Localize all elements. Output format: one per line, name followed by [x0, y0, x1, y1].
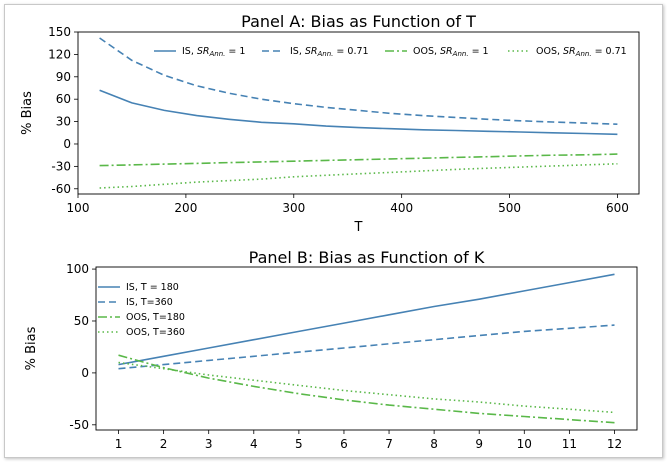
legend-entry: OOS, T=180	[126, 312, 185, 323]
y-tick-label: 30	[56, 115, 71, 129]
x-tick-label: 10	[517, 437, 532, 451]
series-line-1	[99, 89, 618, 136]
y-tick-label: 150	[48, 25, 71, 39]
series-line-3	[118, 354, 615, 424]
series-line-2	[118, 324, 615, 370]
legend-text-part: Ann.	[209, 50, 226, 58]
legend-entry: IS, SRAnn. = 0.71	[290, 46, 369, 58]
legend-text-part: = 0.71	[592, 46, 627, 57]
legend-entry: IS, SRAnn. = 1	[182, 46, 245, 58]
y-tick-label: -60	[51, 182, 71, 196]
legend-entry: IS, T = 180	[126, 282, 179, 293]
x-tick-label: 1	[115, 437, 123, 451]
x-tick-label: 6	[340, 437, 348, 451]
legend-text-part: IS,	[290, 46, 305, 57]
series-line-4	[99, 163, 618, 189]
x-tick-label: 600	[606, 201, 629, 215]
legend-text-part: SR	[563, 46, 576, 57]
panel-a: Panel A: Bias as Function of T -60 -30 0 30 6…	[20, 12, 640, 235]
x-tick-label: 2	[160, 437, 168, 451]
panel-title: Panel B: Bias as Function of K	[249, 248, 485, 267]
figure-canvas: Panel A: Bias as Function of T-60-300306…	[20, 12, 640, 451]
legend-text-part: SR	[305, 46, 318, 57]
x-tick-label: 500	[498, 201, 521, 215]
legend-entry: IS, T=360	[126, 297, 173, 308]
x-tick-label: 100	[67, 201, 90, 215]
legend-text-part: SR	[197, 46, 210, 57]
legend-text-part: OOS,	[413, 46, 440, 57]
x-tick-label: 12	[607, 437, 622, 451]
legend-entry: OOS, T=360	[126, 327, 185, 338]
x-tick-label: 7	[385, 437, 393, 451]
x-tick-label: 8	[430, 437, 438, 451]
x-tick-label: 200	[174, 201, 197, 215]
y-axis-label: % Bias	[24, 326, 39, 370]
panel-title: Panel A: Bias as Function of T	[241, 12, 476, 31]
series-line-2	[99, 37, 618, 125]
plot-area	[77, 31, 640, 195]
legend-text-part: = 1	[225, 46, 245, 57]
x-tick-label: 4	[250, 437, 258, 451]
x-tick-label: 5	[295, 437, 303, 451]
series-line-3	[99, 153, 618, 167]
x-tick-label: 400	[390, 201, 413, 215]
legend-text-part: Ann.	[452, 50, 469, 58]
y-tick-label: 60	[56, 92, 71, 106]
legend-entry: OOS, SRAnn. = 0.71	[536, 46, 627, 58]
y-tick-label: 50	[74, 314, 89, 328]
legend-text-part: OOS,	[536, 46, 563, 57]
y-tick-label: 120	[48, 47, 71, 61]
y-axis-label: % Bias	[20, 91, 35, 135]
legend-text-part: SR	[440, 46, 453, 57]
x-tick-label: 11	[562, 437, 577, 451]
plot-area	[95, 266, 638, 431]
y-tick-label: -50	[69, 418, 89, 432]
y-tick-label: 100	[66, 262, 89, 276]
figure-frame: Panel A: Bias as Function of T -60 -30 0 30 6…	[4, 4, 663, 458]
x-tick-label: 9	[475, 437, 483, 451]
legend: IS, T = 180 IS, T=360 OOS, T=180 OOS, T=360	[98, 282, 185, 338]
legend-entry: OOS, SRAnn. = 1	[413, 46, 489, 58]
legend-text-part: = 1	[469, 46, 489, 57]
legend-text-part: IS,	[182, 46, 197, 57]
legend: IS, SRAnn. = 1 IS, SRAnn. = 0.71 OOS, SRAn…	[154, 46, 627, 58]
x-axis-label: T	[354, 220, 363, 235]
y-tick-label: 0	[81, 366, 89, 380]
series-line-1	[118, 273, 615, 366]
x-tick-label: 3	[205, 437, 213, 451]
y-tick-label: 0	[63, 137, 71, 151]
panel-b: Panel B: Bias as Function of K -50 0 50 100 1…	[24, 248, 638, 451]
legend-text-part: Ann.	[317, 50, 334, 58]
series-line-4	[118, 361, 615, 414]
x-tick-label: 300	[282, 201, 305, 215]
legend-text-part: = 0.71	[333, 46, 368, 57]
y-tick-label: -30	[51, 159, 71, 173]
y-tick-label: 90	[56, 70, 71, 84]
legend-text-part: Ann.	[575, 50, 592, 58]
